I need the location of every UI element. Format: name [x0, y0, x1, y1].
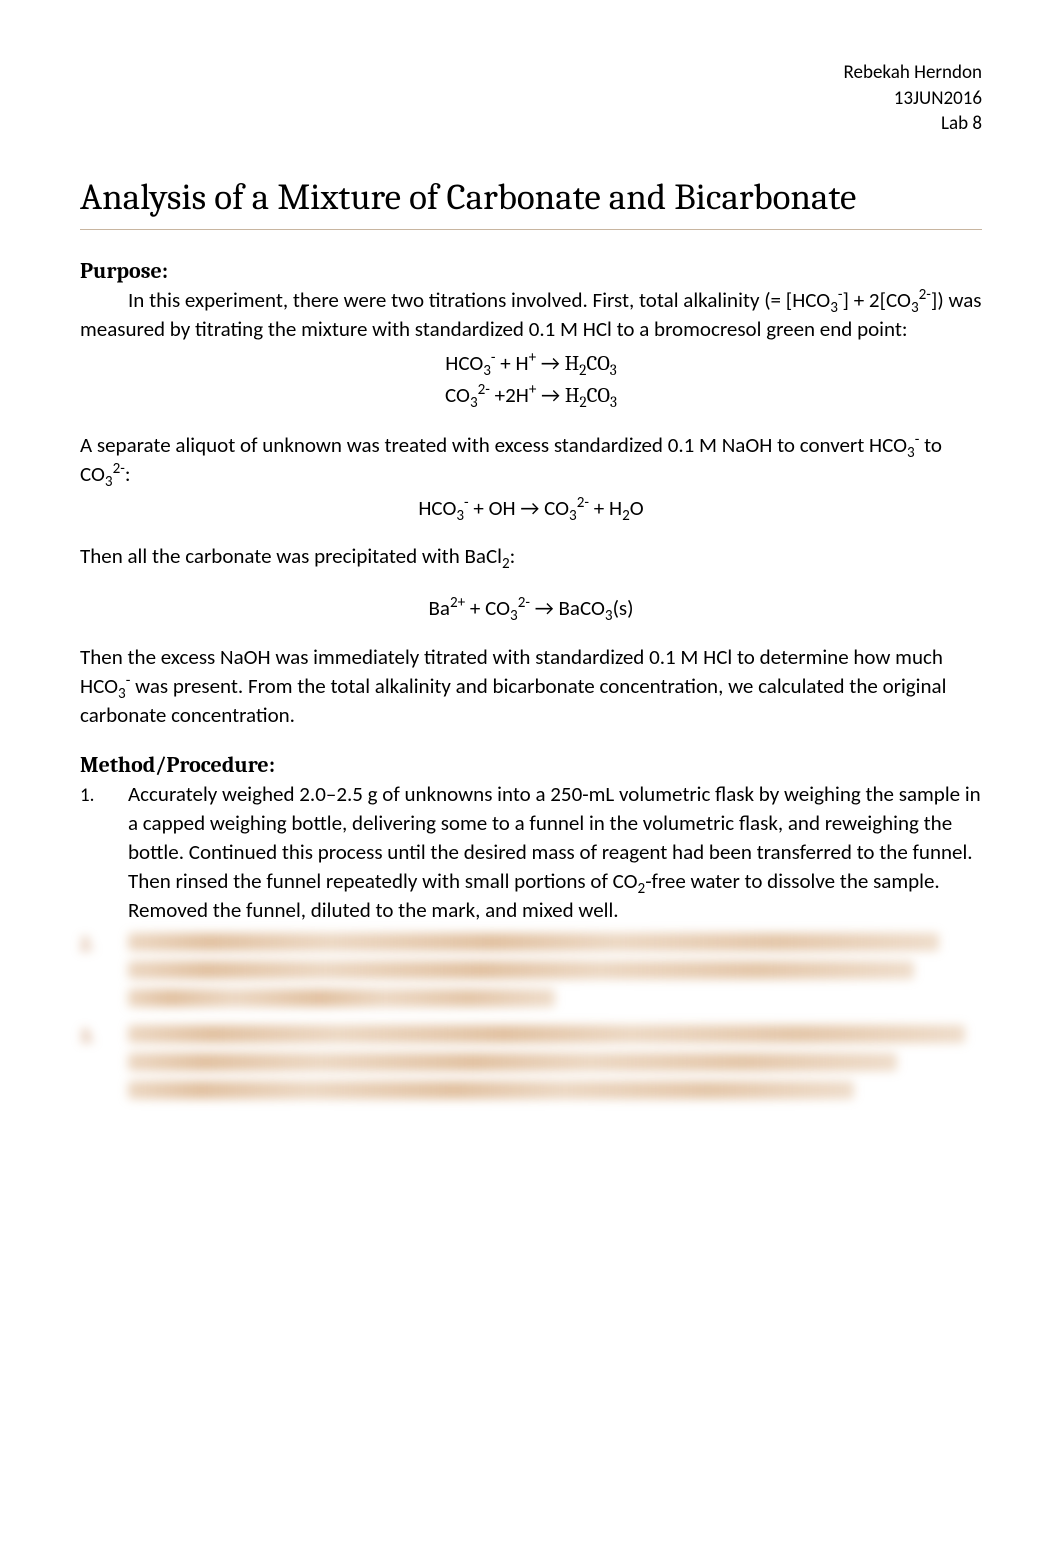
equation-1-line-2: CO32- +2H+ → H2CO3 [80, 380, 982, 413]
method-step-1: 1. Accurately weighed 2.0–2.5 g of unkno… [80, 780, 982, 925]
blurred-step-3: 3. [80, 1025, 982, 1109]
method-step-1-text: Accurately weighed 2.0–2.5 g of unknowns… [128, 780, 982, 925]
list-number-1: 1. [80, 780, 128, 925]
header-meta: Rebekah Herndon 13JUN2016 Lab 8 [80, 60, 982, 137]
equation-block-1: HCO3- + H+ → H2CO3 CO32- +2H+ → H2CO3 [80, 348, 982, 413]
author-name: Rebekah Herndon [80, 60, 982, 86]
date: 13JUN2016 [80, 86, 982, 112]
equation-block-2: HCO3- + OH → CO32- + H2O [80, 493, 982, 525]
purpose-paragraph-1: In this experiment, there were two titra… [80, 286, 982, 344]
purpose-paragraph-4: Then the excess NaOH was immediately tit… [80, 643, 982, 730]
purpose-paragraph-3: Then all the carbonate was precipitated … [80, 542, 982, 571]
blurred-step-2: 2. [80, 933, 982, 1017]
page-title: Analysis of a Mixture of Carbonate and B… [80, 177, 982, 230]
equation-1-line-1: HCO3- + H+ → H2CO3 [80, 348, 982, 381]
equation-block-3: Ba2+ + CO32- → BaCO3(s) [80, 593, 982, 625]
lab-number: Lab 8 [80, 111, 982, 137]
purpose-paragraph-2: A separate aliquot of unknown was treate… [80, 431, 982, 489]
method-heading: Method/Procedure: [80, 752, 982, 778]
purpose-heading: Purpose: [80, 258, 982, 284]
